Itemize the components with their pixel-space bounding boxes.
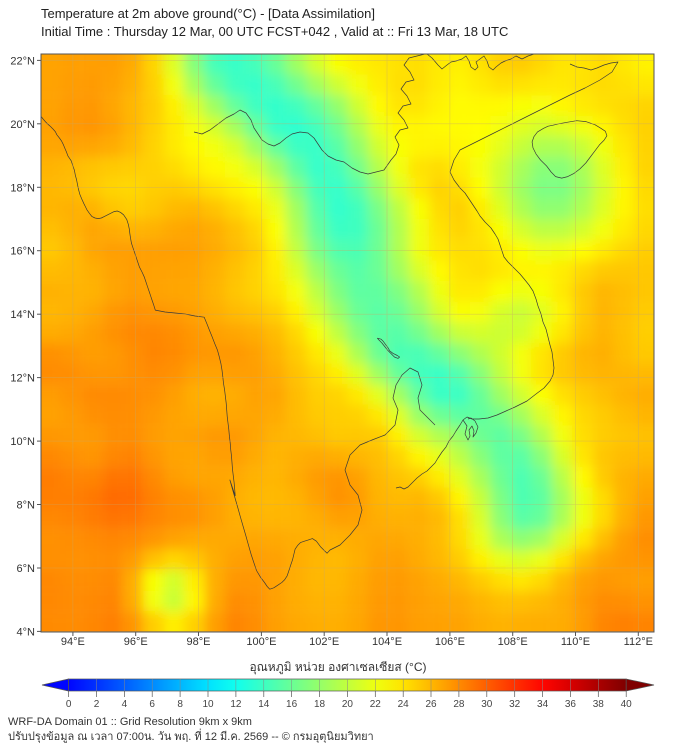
svg-text:26: 26 [425,699,437,710]
svg-text:40: 40 [621,699,633,710]
svg-text:20°N: 20°N [10,119,35,131]
svg-text:Initial Time : Thursday 12 Mar: Initial Time : Thursday 12 Mar, 00 UTC F… [41,24,508,39]
svg-text:110°E: 110°E [561,636,590,648]
svg-text:2: 2 [94,699,100,710]
svg-text:100°E: 100°E [246,636,276,648]
svg-text:20: 20 [342,699,354,710]
svg-text:112°E: 112°E [624,636,653,648]
svg-text:8: 8 [177,699,183,710]
svg-text:98°E: 98°E [187,636,211,648]
svg-text:0: 0 [66,699,72,710]
svg-text:96°E: 96°E [124,636,148,648]
svg-text:8°N: 8°N [17,500,36,512]
svg-text:12: 12 [230,699,242,710]
svg-text:14: 14 [258,699,270,710]
svg-text:38: 38 [593,699,605,710]
svg-text:14°N: 14°N [10,309,35,321]
svg-text:24: 24 [398,699,410,710]
svg-text:32: 32 [509,699,521,710]
svg-text:10°N: 10°N [10,436,35,448]
svg-text:18: 18 [314,699,326,710]
svg-text:12°N: 12°N [10,373,35,385]
svg-text:Temperature at 2m above ground: Temperature at 2m above ground(°C) - [Da… [41,6,375,21]
svg-text:ปรับปรุงข้อมูล ณ เวลา 07:00น.: ปรับปรุงข้อมูล ณ เวลา 07:00น. วัน พฤ. ที… [8,728,374,743]
svg-text:22: 22 [370,699,382,710]
svg-text:22°N: 22°N [10,55,35,67]
svg-text:104°E: 104°E [372,636,402,648]
svg-text:10: 10 [202,699,214,710]
svg-text:4°N: 4°N [17,626,36,638]
svg-text:18°N: 18°N [10,182,35,194]
svg-text:30: 30 [481,699,493,710]
svg-text:16: 16 [286,699,298,710]
svg-text:94°E: 94°E [61,636,85,648]
svg-text:102°E: 102°E [309,636,339,648]
svg-text:4: 4 [122,699,128,710]
svg-text:อุณหภูมิ หน่วย องศาเซลเซียส (°: อุณหภูมิ หน่วย องศาเซลเซียส (°C) [249,660,426,675]
svg-text:6°N: 6°N [17,563,36,575]
svg-text:34: 34 [537,699,549,710]
svg-text:108°E: 108°E [498,636,528,648]
svg-text:28: 28 [453,699,465,710]
svg-text:6: 6 [149,699,155,710]
svg-text:16°N: 16°N [10,246,35,258]
svg-text:106°E: 106°E [435,636,465,648]
svg-text:WRF-DA Domain 01 :: Grid Resol: WRF-DA Domain 01 :: Grid Resolution 9km … [8,716,252,728]
svg-text:36: 36 [565,699,577,710]
